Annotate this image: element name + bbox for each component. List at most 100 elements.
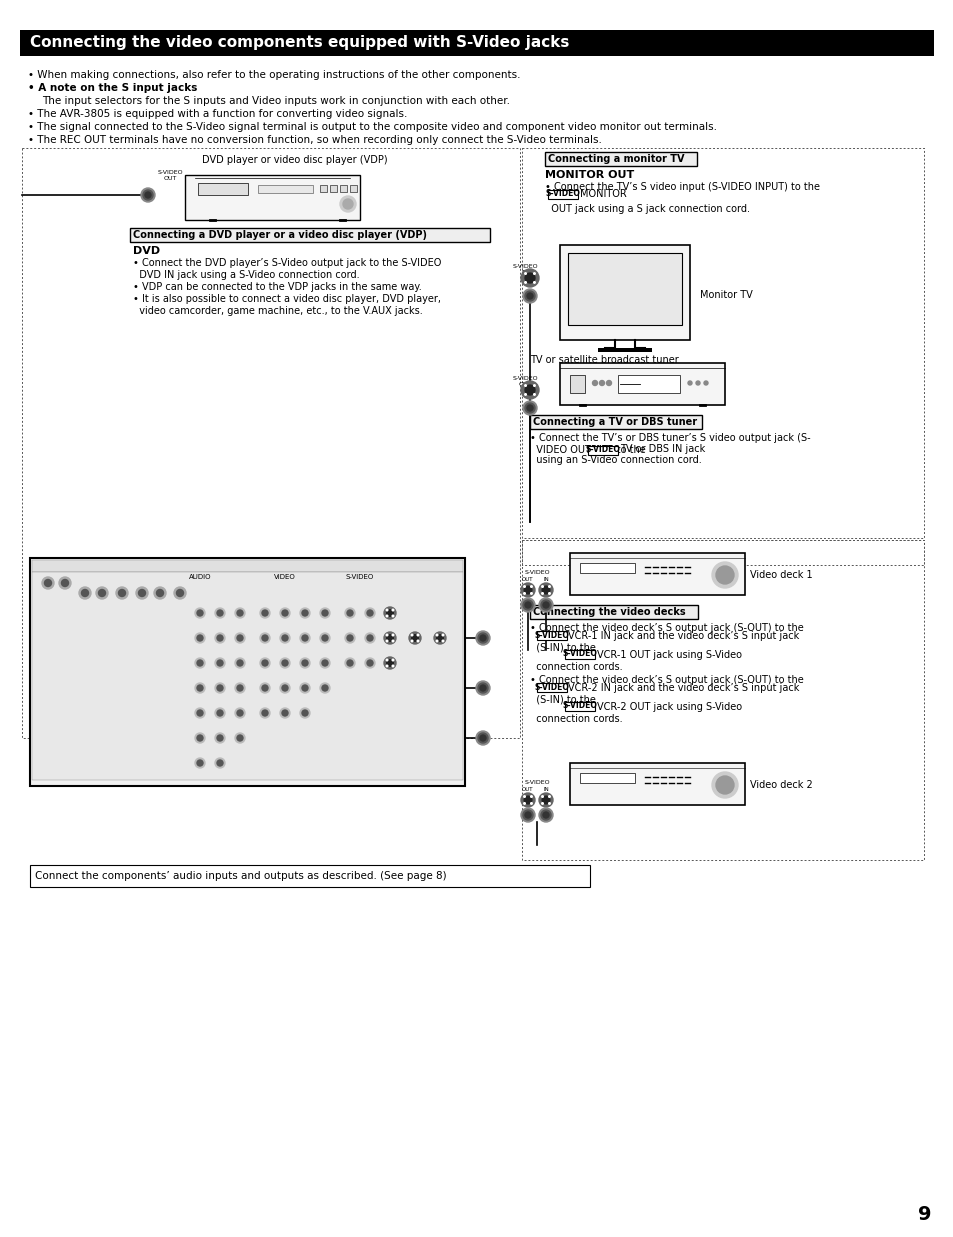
Circle shape <box>45 579 51 586</box>
Text: TV or satellite broadcast tuner: TV or satellite broadcast tuner <box>530 355 678 365</box>
Circle shape <box>520 793 535 807</box>
Bar <box>587 445 618 454</box>
Text: S-VIDEO: S-VIDEO <box>534 631 569 640</box>
Bar <box>530 605 698 618</box>
Circle shape <box>386 615 388 617</box>
Circle shape <box>526 404 533 411</box>
Circle shape <box>541 593 543 594</box>
Circle shape <box>260 683 270 693</box>
Circle shape <box>141 188 154 202</box>
Circle shape <box>520 583 535 597</box>
Circle shape <box>236 710 243 716</box>
Circle shape <box>523 586 531 594</box>
Circle shape <box>523 803 525 804</box>
Circle shape <box>386 641 388 642</box>
Text: MONITOR: MONITOR <box>579 189 626 199</box>
Circle shape <box>214 734 225 743</box>
Circle shape <box>302 635 308 641</box>
Circle shape <box>234 734 245 743</box>
Circle shape <box>299 658 310 668</box>
Circle shape <box>524 273 535 283</box>
Circle shape <box>367 610 373 616</box>
Text: Connecting a DVD player or a video disc player (VDP): Connecting a DVD player or a video disc … <box>132 230 427 240</box>
Circle shape <box>524 393 526 396</box>
Circle shape <box>156 590 163 596</box>
Bar <box>579 773 635 783</box>
Circle shape <box>384 632 395 644</box>
Circle shape <box>96 588 108 599</box>
Circle shape <box>299 708 310 717</box>
Circle shape <box>441 641 443 642</box>
Bar <box>30 558 464 785</box>
Circle shape <box>216 610 223 616</box>
Circle shape <box>436 635 437 636</box>
Text: VCR-1 OUT jack using S-Video: VCR-1 OUT jack using S-Video <box>597 649 741 661</box>
Text: • Connect the TV’s or DBS tuner’s S video output jack (S-: • Connect the TV’s or DBS tuner’s S vide… <box>530 433 810 443</box>
Text: • It is also possible to connect a video disc player, DVD player,: • It is also possible to connect a video… <box>132 294 440 304</box>
Circle shape <box>411 641 413 642</box>
Bar <box>564 649 595 658</box>
Bar <box>564 701 595 710</box>
Circle shape <box>136 588 148 599</box>
Text: connection cords.: connection cords. <box>530 714 622 724</box>
Circle shape <box>530 795 532 798</box>
Circle shape <box>538 597 553 612</box>
Bar <box>350 186 356 192</box>
Circle shape <box>411 635 413 636</box>
Circle shape <box>522 810 533 820</box>
Circle shape <box>214 683 225 693</box>
Circle shape <box>548 586 550 588</box>
Text: Video deck 1: Video deck 1 <box>749 570 812 580</box>
Circle shape <box>145 192 151 198</box>
Text: • VDP can be connected to the VDP jacks in the same way.: • VDP can be connected to the VDP jacks … <box>132 282 421 292</box>
Bar <box>32 560 462 571</box>
Circle shape <box>343 199 353 209</box>
Circle shape <box>262 610 268 616</box>
Circle shape <box>216 635 223 641</box>
Circle shape <box>538 808 553 823</box>
Text: IN: IN <box>542 787 548 792</box>
Text: VCR-2 OUT jack using S-Video: VCR-2 OUT jack using S-Video <box>597 703 741 713</box>
Circle shape <box>606 381 611 386</box>
Circle shape <box>234 683 245 693</box>
Circle shape <box>476 682 490 695</box>
Text: Connecting the video components equipped with S-Video jacks: Connecting the video components equipped… <box>30 36 569 51</box>
Circle shape <box>524 291 535 301</box>
Bar <box>537 683 566 691</box>
Circle shape <box>365 658 375 668</box>
Circle shape <box>138 590 146 596</box>
Circle shape <box>477 683 488 693</box>
Circle shape <box>540 810 551 820</box>
Bar <box>579 563 635 573</box>
Text: DVD player or video disc player (VDP): DVD player or video disc player (VDP) <box>202 155 388 165</box>
Circle shape <box>153 588 166 599</box>
Circle shape <box>538 793 553 807</box>
Circle shape <box>716 776 733 794</box>
Circle shape <box>523 593 525 594</box>
Text: 9: 9 <box>918 1206 931 1225</box>
Circle shape <box>302 710 308 716</box>
Circle shape <box>339 195 355 212</box>
Circle shape <box>548 803 550 804</box>
Circle shape <box>542 811 548 818</box>
Bar <box>32 571 462 781</box>
Circle shape <box>299 683 310 693</box>
Circle shape <box>524 282 526 283</box>
Text: S-VIDEO: S-VIDEO <box>562 701 597 710</box>
Circle shape <box>416 641 418 642</box>
Circle shape <box>386 666 388 667</box>
Circle shape <box>520 268 538 287</box>
Text: OUT jack using a S jack connection cord.: OUT jack using a S jack connection cord. <box>544 204 749 214</box>
Text: S-VIDEO
OUT: S-VIDEO OUT <box>512 376 537 387</box>
Circle shape <box>522 600 533 610</box>
Circle shape <box>541 797 549 804</box>
Text: • Connect the video deck’s S output jack (S-OUT) to the: • Connect the video deck’s S output jack… <box>530 623 803 633</box>
Circle shape <box>367 635 373 641</box>
Circle shape <box>441 635 443 636</box>
Circle shape <box>523 586 525 588</box>
Circle shape <box>392 635 394 636</box>
Circle shape <box>526 293 533 299</box>
Circle shape <box>196 735 203 741</box>
Circle shape <box>322 635 328 641</box>
Circle shape <box>385 658 395 668</box>
